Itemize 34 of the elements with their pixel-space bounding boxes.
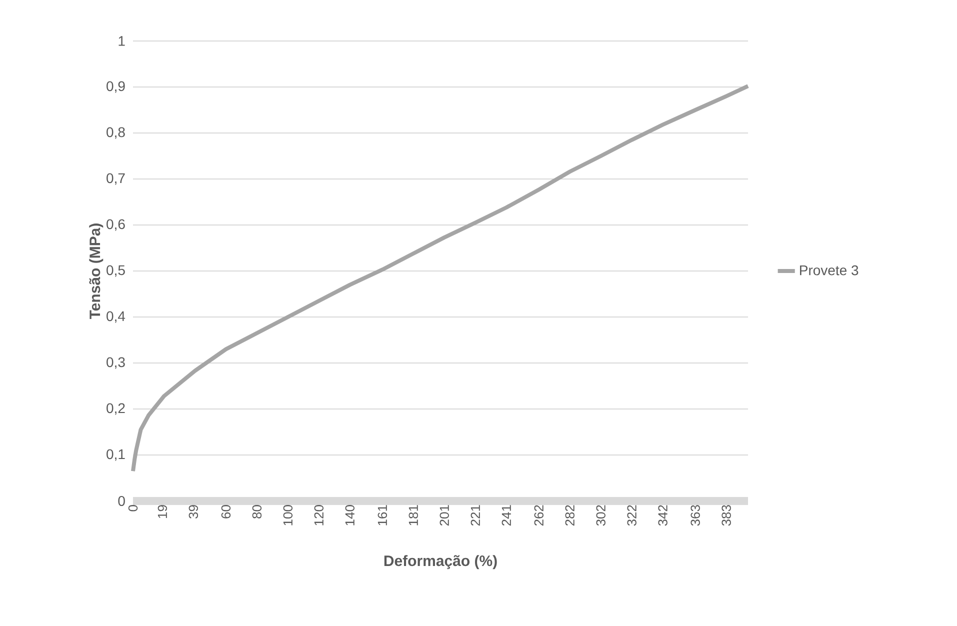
x-tick-label: 241	[502, 505, 511, 526]
x-tick-label: 383	[722, 505, 731, 526]
x-tick-label: 282	[565, 505, 574, 526]
legend-label: Provete 3	[800, 265, 858, 276]
x-tick-label: 39	[188, 505, 198, 518]
y-tick-label: 0	[118, 496, 125, 506]
x-tick-label: 140	[345, 505, 354, 526]
y-tick-label: 0,3	[106, 357, 125, 369]
y-tick-label: 0,1	[106, 449, 125, 461]
y-tick-label: 0,5	[106, 265, 125, 277]
x-tick-label: 19	[158, 505, 168, 518]
x-tick-label: 221	[470, 505, 480, 526]
x-tick-label: 100	[283, 505, 293, 526]
y-tick-label: 1	[118, 36, 125, 46]
y-tick-label: 0,7	[106, 173, 125, 185]
x-axis-title: Deformação (%)	[384, 555, 497, 570]
y-tick-label: 0,9	[106, 81, 125, 93]
y-tick-label: 0,8	[106, 127, 125, 139]
y-axis-title: Tensão (MPa)	[89, 224, 104, 320]
x-tick-label: 262	[534, 505, 544, 526]
x-tick-label: 0	[128, 505, 138, 512]
x-tick-label: 60	[221, 505, 231, 518]
x-tick-label: 302	[596, 505, 606, 526]
x-tick-label: 342	[658, 505, 668, 526]
y-tick-label: 0,2	[106, 403, 125, 415]
x-tick-label: 120	[314, 505, 324, 526]
x-tick-label: 80	[252, 505, 262, 518]
x-tick-label: 322	[627, 505, 636, 526]
y-tick-label: 0,6	[106, 219, 125, 231]
x-tick-label: 181	[408, 505, 418, 526]
x-tick-label: 161	[378, 505, 388, 526]
x-tick-label: 201	[440, 505, 449, 526]
x-tick-label: 363	[690, 505, 700, 526]
y-tick-label: 0,4	[106, 311, 126, 323]
